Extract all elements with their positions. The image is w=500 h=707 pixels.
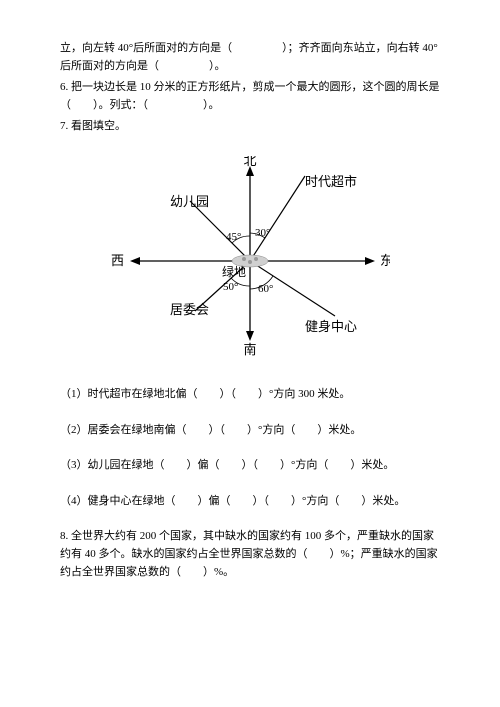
svg-text:居委会: 居委会 (170, 302, 209, 317)
svg-text:南: 南 (243, 342, 256, 357)
question-7-title: 7. 看图填空。 (60, 118, 440, 136)
svg-text:60°: 60° (258, 283, 273, 295)
svg-text:50°: 50° (223, 281, 238, 293)
svg-text:绿地: 绿地 (222, 264, 246, 279)
q7-sub-1: （1）时代超市在绿地北偏（ ）（ ）°方向 300 米处。 (60, 386, 440, 404)
svg-text:西: 西 (111, 253, 124, 268)
svg-text:东: 东 (380, 253, 390, 268)
q7-sub-2: （2）居委会在绿地南偏（ ）（ ）°方向（ ）米处。 (60, 422, 440, 440)
svg-text:幼儿园: 幼儿园 (170, 194, 209, 209)
svg-text:45°: 45° (226, 231, 241, 243)
svg-text:时代超市: 时代超市 (305, 174, 357, 189)
label-north: 北 (243, 156, 256, 168)
question-8: 8. 全世界大约有 200 个国家，其中缺水的国家约有 100 多个，严重缺水的… (60, 528, 440, 581)
q7-sub-4: （4）健身中心在绿地（ ）偏（ ）（ ）°方向（ ）米处。 (60, 493, 440, 511)
svg-text:30°: 30° (255, 227, 270, 239)
q7-sub-3: （3）幼儿园在绿地（ ）偏（ ）（ ）°方向（ ）米处。 (60, 457, 440, 475)
question-6: 6. 把一块边长是 10 分米的正方形纸片，剪成一个最大的圆形，这个圆的周长是（… (60, 79, 440, 114)
question-5: 立，向左转 40°后所面对的方向是（）；齐齐面向东站立，向右转 40°后所面对的… (60, 40, 440, 75)
q5-text-3: ）。 (209, 60, 226, 72)
q5-text-1: 立，向左转 40°后所面对的方向是（ (60, 42, 232, 54)
direction-diagram: 北 南 东 西 幼儿园 时代超市 绿地 居委会 健身中心 45° 30° 50°… (110, 156, 390, 366)
svg-text:健身中心: 健身中心 (305, 319, 357, 334)
